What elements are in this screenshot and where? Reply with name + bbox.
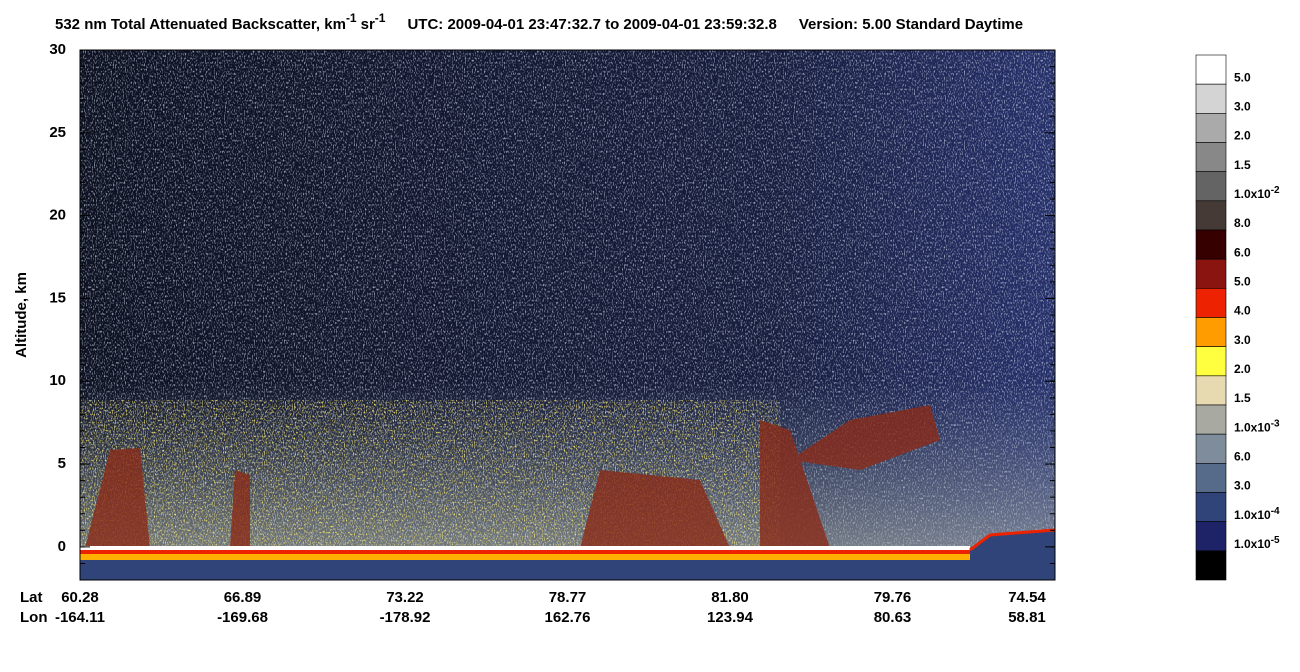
lon-tick-label: 162.76 [545,609,591,626]
colorbar-label-text: 2.0 [1234,129,1251,143]
colorbar-label: 2.0 [1234,129,1251,143]
colorbar-label-exp: -2 [1271,185,1280,196]
curtain-image [80,50,1055,580]
colorbar-label-text: 1.0x10 [1234,537,1271,551]
y-tick-label: 30 [49,41,66,58]
colorbar-label: 8.0 [1234,216,1251,230]
lat-label: Lat [20,589,43,606]
colorbar-label-text: 4.0 [1234,304,1251,318]
colorbar-label: 5.0 [1234,71,1251,85]
lon-tick-label: 80.63 [874,609,912,626]
y-axis-label: Altitude, km [13,272,30,358]
lon-tick-label: -164.11 [55,609,105,626]
colorbar-label-text: 5.0 [1234,71,1251,85]
colorbar-swatch [1195,200,1227,231]
y-tick-label: 10 [49,372,66,389]
colorbar-label: 1.5 [1234,391,1251,405]
y-tick-label: 0 [58,538,66,555]
colorbar-label-text: 5.0 [1234,275,1251,289]
chart-title: 532 nm Total Attenuated Backscatter, km-… [55,11,1023,33]
lat-tick-label: 81.80 [711,589,749,606]
colorbar-swatch [1195,171,1227,202]
colorbar-swatch [1195,463,1227,493]
colorbar-label: 1.5 [1234,158,1251,172]
colorbar-label-text: 1.5 [1234,158,1251,172]
colorbar-label: 3.0 [1234,479,1251,493]
y-tick-label: 5 [58,455,66,472]
y-tick-label: 20 [49,207,66,224]
colorbar-label-text: 1.0x10 [1234,421,1271,435]
colorbar-label-exp: -5 [1271,535,1280,546]
y-tick-label: 25 [49,124,66,141]
colorbar-label: 1.0x10-3 [1234,418,1280,435]
lon-tick-label: -169.68 [217,609,268,626]
colorbar-label-text: 3.0 [1234,100,1251,114]
colorbar-swatch [1195,550,1227,581]
y-tick-label: 15 [49,289,66,306]
colorbar-label-text: 8.0 [1234,216,1251,230]
colorbar-label: 1.0x10-2 [1234,185,1280,202]
lat-tick-label: 74.54 [1008,589,1046,606]
colorbar-label-text: 1.0x10 [1234,187,1271,201]
colorbar-label-text: 1.5 [1234,391,1251,405]
colorbar: 5.03.02.01.51.0x10-28.06.05.04.03.02.01.… [1195,54,1280,581]
colorbar-label: 3.0 [1234,100,1251,114]
colorbar-swatch [1195,229,1227,260]
colorbar-label: 1.0x10-4 [1234,505,1280,522]
colorbar-label: 1.0x10-5 [1234,535,1280,552]
colorbar-swatch [1195,492,1227,522]
colorbar-swatch [1195,375,1227,406]
colorbar-swatch [1195,83,1227,114]
colorbar-label-text: 2.0 [1234,362,1251,376]
lat-tick-label: 66.89 [224,589,262,606]
lon-tick-label: -178.92 [380,609,431,626]
colorbar-swatch [1195,346,1227,377]
lat-tick-label: 79.76 [874,589,912,606]
colorbar-swatch [1195,521,1227,552]
colorbar-label: 6.0 [1234,246,1251,260]
colorbar-label-exp: -4 [1271,505,1280,516]
colorbar-label: 4.0 [1234,304,1251,318]
colorbar-label-text: 6.0 [1234,246,1251,260]
colorbar-label: 3.0 [1234,333,1251,347]
colorbar-swatch [1195,433,1227,464]
lat-tick-label: 73.22 [386,589,424,606]
colorbar-swatch [1195,258,1227,289]
colorbar-label-text: 1.0x10 [1234,508,1271,522]
lon-tick-label: 123.94 [707,609,754,626]
colorbar-swatch [1195,288,1227,318]
colorbar-label-text: 3.0 [1234,479,1251,493]
colorbar-label-exp: -3 [1271,418,1280,429]
colorbar-swatch [1195,317,1227,347]
colorbar-swatch [1195,54,1227,85]
colorbar-label-text: 6.0 [1234,450,1251,464]
colorbar-label: 6.0 [1234,450,1251,464]
colorbar-swatch [1195,404,1227,435]
colorbar-label: 5.0 [1234,275,1251,289]
colorbar-label-text: 3.0 [1234,333,1251,347]
colorbar-label: 2.0 [1234,362,1251,376]
lon-tick-label: 58.81 [1008,609,1046,626]
colorbar-swatch [1195,113,1227,143]
colorbar-swatch [1195,142,1227,172]
lat-tick-label: 60.28 [61,589,99,606]
lat-tick-label: 78.77 [549,589,587,606]
lon-label: Lon [20,609,48,626]
